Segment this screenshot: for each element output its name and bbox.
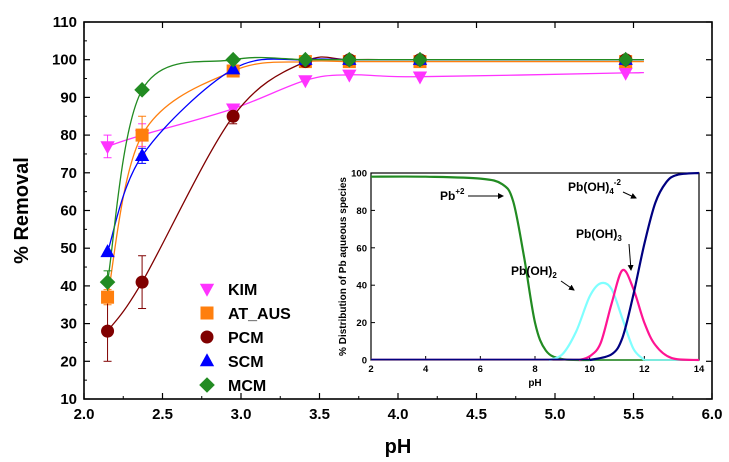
- inset-x-tick-label: 10: [584, 364, 595, 375]
- point-pcm: [135, 275, 149, 289]
- legend-marker-at_aus: [200, 306, 214, 320]
- inset-plot: 2 4 6 8 10 12 14 0 20 40 60 80 100 pH % Distribution o…: [338, 169, 705, 390]
- legend-marker-scm: [199, 353, 215, 367]
- legend-label-pcm: PCM: [228, 330, 264, 347]
- point-mcm: [297, 51, 314, 68]
- species-curve: [578, 268, 700, 362]
- inset-x-tick-label: 12: [639, 364, 650, 375]
- label-pboh2: Pb(OH)2: [511, 264, 557, 280]
- inset-y-tick-label: 60: [356, 243, 367, 254]
- x-tick-label: 6.0: [702, 406, 723, 423]
- inset-x-axis-title: pH: [528, 378, 541, 389]
- y-tick-label: 70: [60, 165, 77, 182]
- y-tick-label: 30: [60, 316, 77, 333]
- x-tick-label: 5.0: [545, 406, 566, 423]
- y-tick-label: 100: [52, 52, 77, 69]
- point-at_aus: [135, 128, 149, 142]
- point-mcm: [134, 82, 150, 98]
- inset-y-tick-label: 0: [362, 356, 367, 367]
- y-tick-label: 110: [53, 14, 77, 31]
- species-curve: [589, 171, 700, 362]
- legend-label-scm: SCM: [228, 354, 264, 371]
- point-mcm: [617, 51, 634, 68]
- species-curve: [548, 281, 646, 362]
- point-at_aus: [101, 290, 115, 304]
- point-kim: [412, 71, 428, 85]
- x-tick-label: 4.5: [466, 406, 487, 423]
- y-tick-label: 20: [60, 353, 77, 370]
- inset-frame: [370, 172, 700, 361]
- legend-label-kim: KIM: [228, 282, 257, 299]
- arrow-pboh3: [627, 243, 634, 271]
- legend-marker-pcm: [200, 330, 214, 344]
- y-axis-title: % Removal: [11, 157, 33, 264]
- y-tick-label: 80: [60, 127, 77, 144]
- main-plot: 2.0 2.5 3.0 3.5 4.0 4.5 5.0 5.5 6.01020304050607…: [11, 14, 722, 458]
- inset-x-tick-label: 14: [694, 364, 705, 375]
- point-kim: [342, 69, 357, 83]
- y-tick-label: 50: [60, 240, 77, 257]
- point-pcm: [226, 109, 240, 123]
- x-tick-label: 4.0: [388, 406, 409, 423]
- point-scm: [134, 148, 150, 162]
- point-mcm: [99, 274, 116, 290]
- x-tick-label: 2.0: [74, 406, 95, 423]
- inset-y-tick-label: 40: [356, 281, 367, 292]
- inset-x-tick-label: 4: [423, 364, 429, 375]
- inset-y-axis-title: % Distribution of Pb aqueous species: [338, 177, 349, 356]
- label-pboh3: Pb(OH)3: [576, 227, 622, 243]
- arrow-pboh4: [622, 191, 637, 199]
- inset-x-tick-label: 8: [532, 364, 537, 375]
- point-kim: [618, 67, 633, 81]
- y-tick-label: 40: [60, 278, 77, 295]
- fit-curve-kim: [107, 71, 644, 148]
- point-scm: [100, 244, 115, 258]
- inset-y-tick-label: 100: [351, 169, 367, 180]
- legend-label-mcm: MCM: [228, 378, 266, 395]
- label-pboh4: Pb(OH)4-2: [568, 178, 621, 196]
- y-tick-label: 90: [60, 89, 77, 106]
- inset-x-tick-label: 6: [478, 364, 483, 375]
- inset-x-tick-label: 2: [368, 364, 373, 375]
- inset-y-tick-label: 80: [356, 206, 367, 217]
- x-tick-label: 3.5: [309, 406, 330, 423]
- point-mcm: [412, 51, 428, 68]
- y-tick-label: 10: [60, 391, 77, 408]
- point-mcm: [341, 51, 358, 68]
- x-tick-label: 3.0: [231, 406, 252, 423]
- x-axis-title: pH: [385, 436, 412, 458]
- label-pb2: Pb+2: [440, 187, 465, 203]
- inset-y-tick-label: 20: [356, 318, 367, 329]
- point-pcm: [101, 324, 115, 338]
- legend-marker-mcm: [199, 377, 215, 393]
- arrow-pboh2: [560, 280, 575, 291]
- x-tick-label: 2.5: [152, 406, 173, 423]
- fit-curve-mcm: [106, 56, 644, 283]
- x-tick-label: 5.5: [623, 406, 644, 423]
- point-kim: [100, 141, 115, 155]
- species-curve: [370, 175, 590, 362]
- legend-marker-kim: [199, 283, 215, 297]
- y-tick-label: 60: [60, 203, 77, 220]
- point-mcm: [225, 51, 241, 68]
- point-kim: [298, 75, 313, 89]
- legend: KIM AT_AUS PCM SCM MCM: [199, 282, 291, 395]
- point-scm: [226, 61, 241, 75]
- legend-label-at_aus: AT_AUS: [228, 306, 291, 323]
